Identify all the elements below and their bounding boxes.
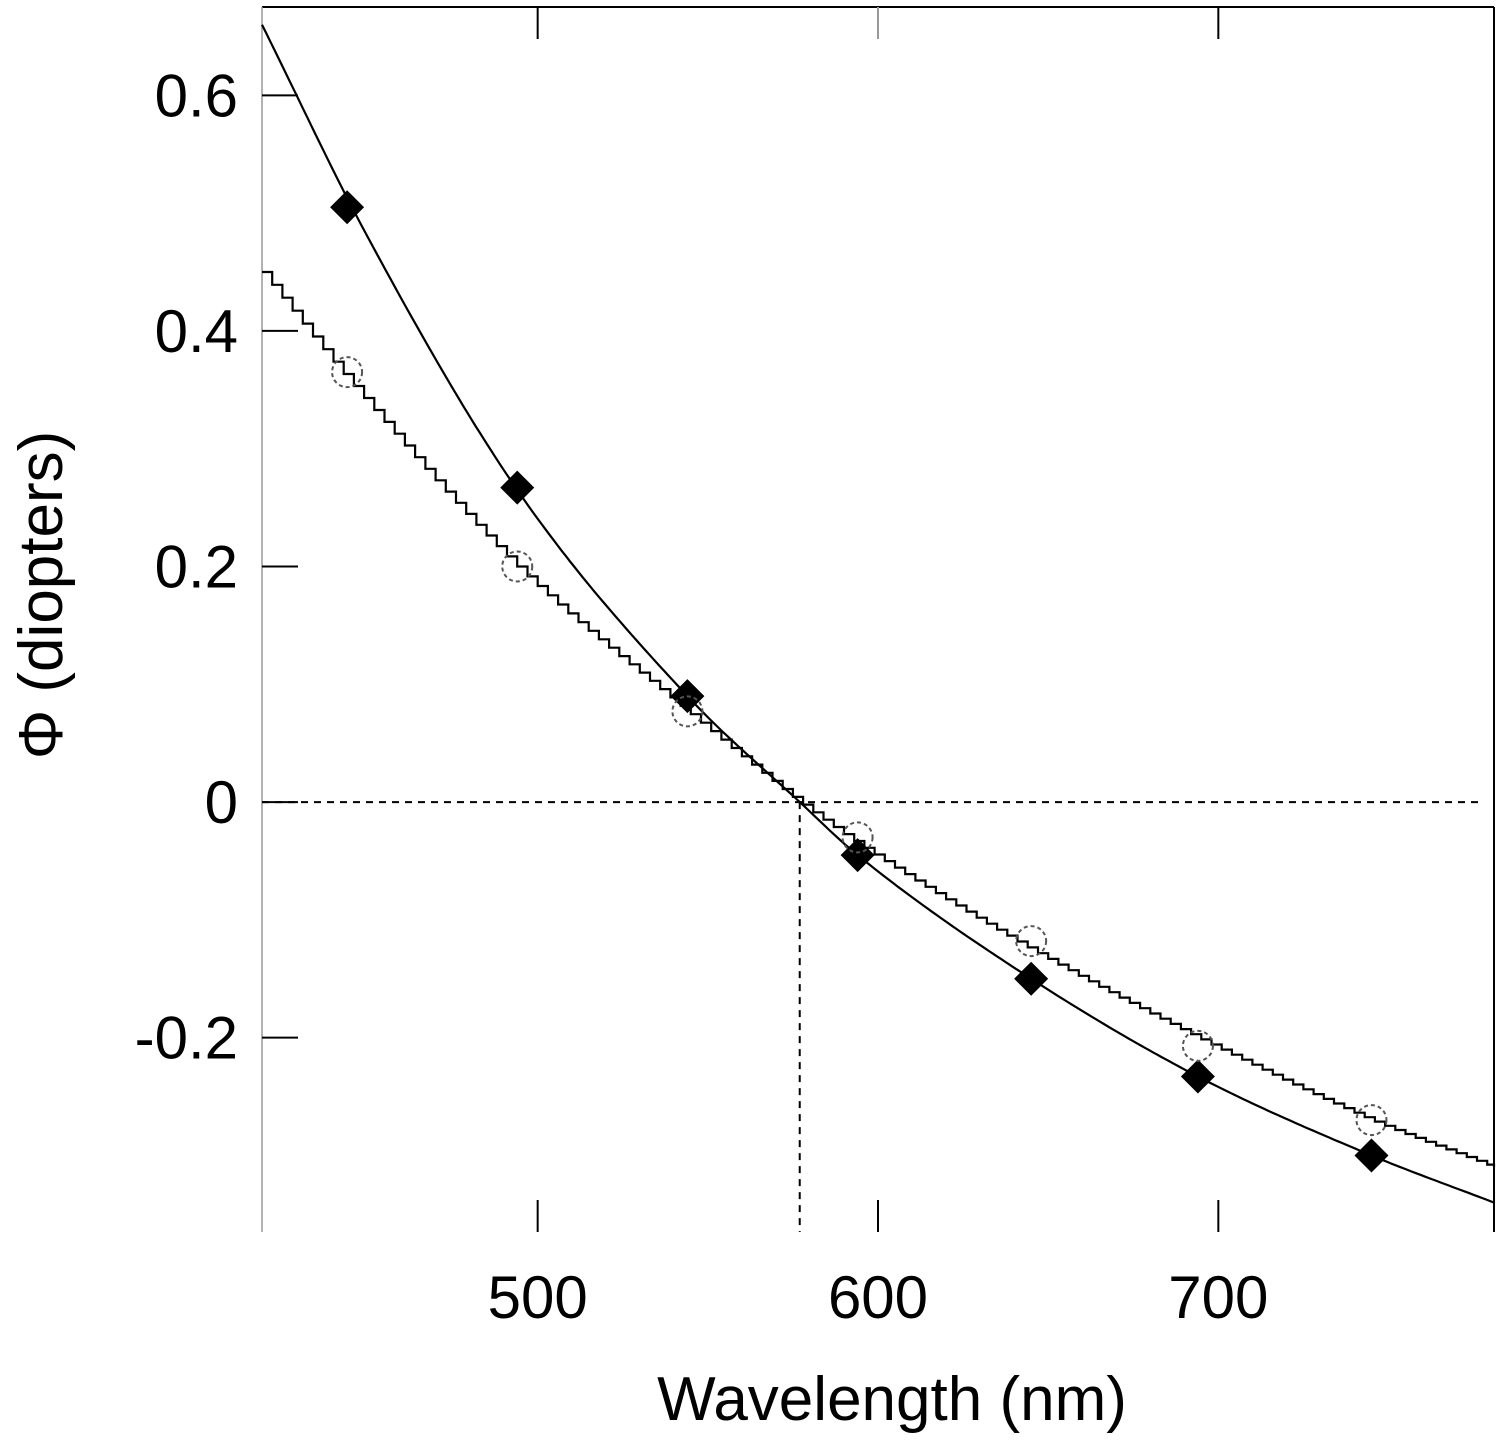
data-markers	[330, 190, 1389, 1173]
open-circle-point-645	[1015, 925, 1048, 958]
reference-lines	[262, 801, 1482, 1232]
y-axis-title: Φ (diopters)	[7, 431, 76, 760]
open-circle-point-444	[331, 356, 364, 389]
open-circle-point-745	[1355, 1104, 1388, 1137]
filled-diamond-point-694	[1180, 1059, 1215, 1094]
x-axis-title: Wavelength (nm)	[657, 1365, 1127, 1434]
filled-diamond-point-444	[330, 190, 365, 225]
filled-diamond-point-745	[1354, 1138, 1389, 1173]
open-circle-point-494	[501, 550, 534, 583]
y-tick-label--0.2: -0.2	[135, 1005, 238, 1072]
smooth-fit-curve	[261, 24, 1495, 1204]
stepped-fit-curve	[262, 270, 1496, 1168]
x-tick-label-500: 500	[488, 1264, 588, 1331]
open-circle-point-594	[841, 821, 874, 854]
x-tick-label-700: 700	[1168, 1264, 1268, 1331]
x-axis-ticks: 500 600 700	[488, 7, 1268, 1331]
filled-diamond-point-494	[500, 470, 535, 505]
y-tick-label-0.6: 0.6	[155, 62, 238, 129]
fit-curves	[261, 24, 1496, 1204]
filled-diamond-point-594	[840, 838, 875, 873]
x-tick-label-600: 600	[828, 1264, 928, 1331]
open-circle-point-544	[671, 695, 704, 728]
open-circle-point-694	[1181, 1029, 1214, 1062]
y-tick-label-0.4: 0.4	[155, 298, 238, 365]
y-tick-label-0.2: 0.2	[155, 533, 238, 600]
filled-diamond-point-645	[1014, 961, 1049, 996]
y-tick-label-0: 0	[205, 769, 238, 836]
